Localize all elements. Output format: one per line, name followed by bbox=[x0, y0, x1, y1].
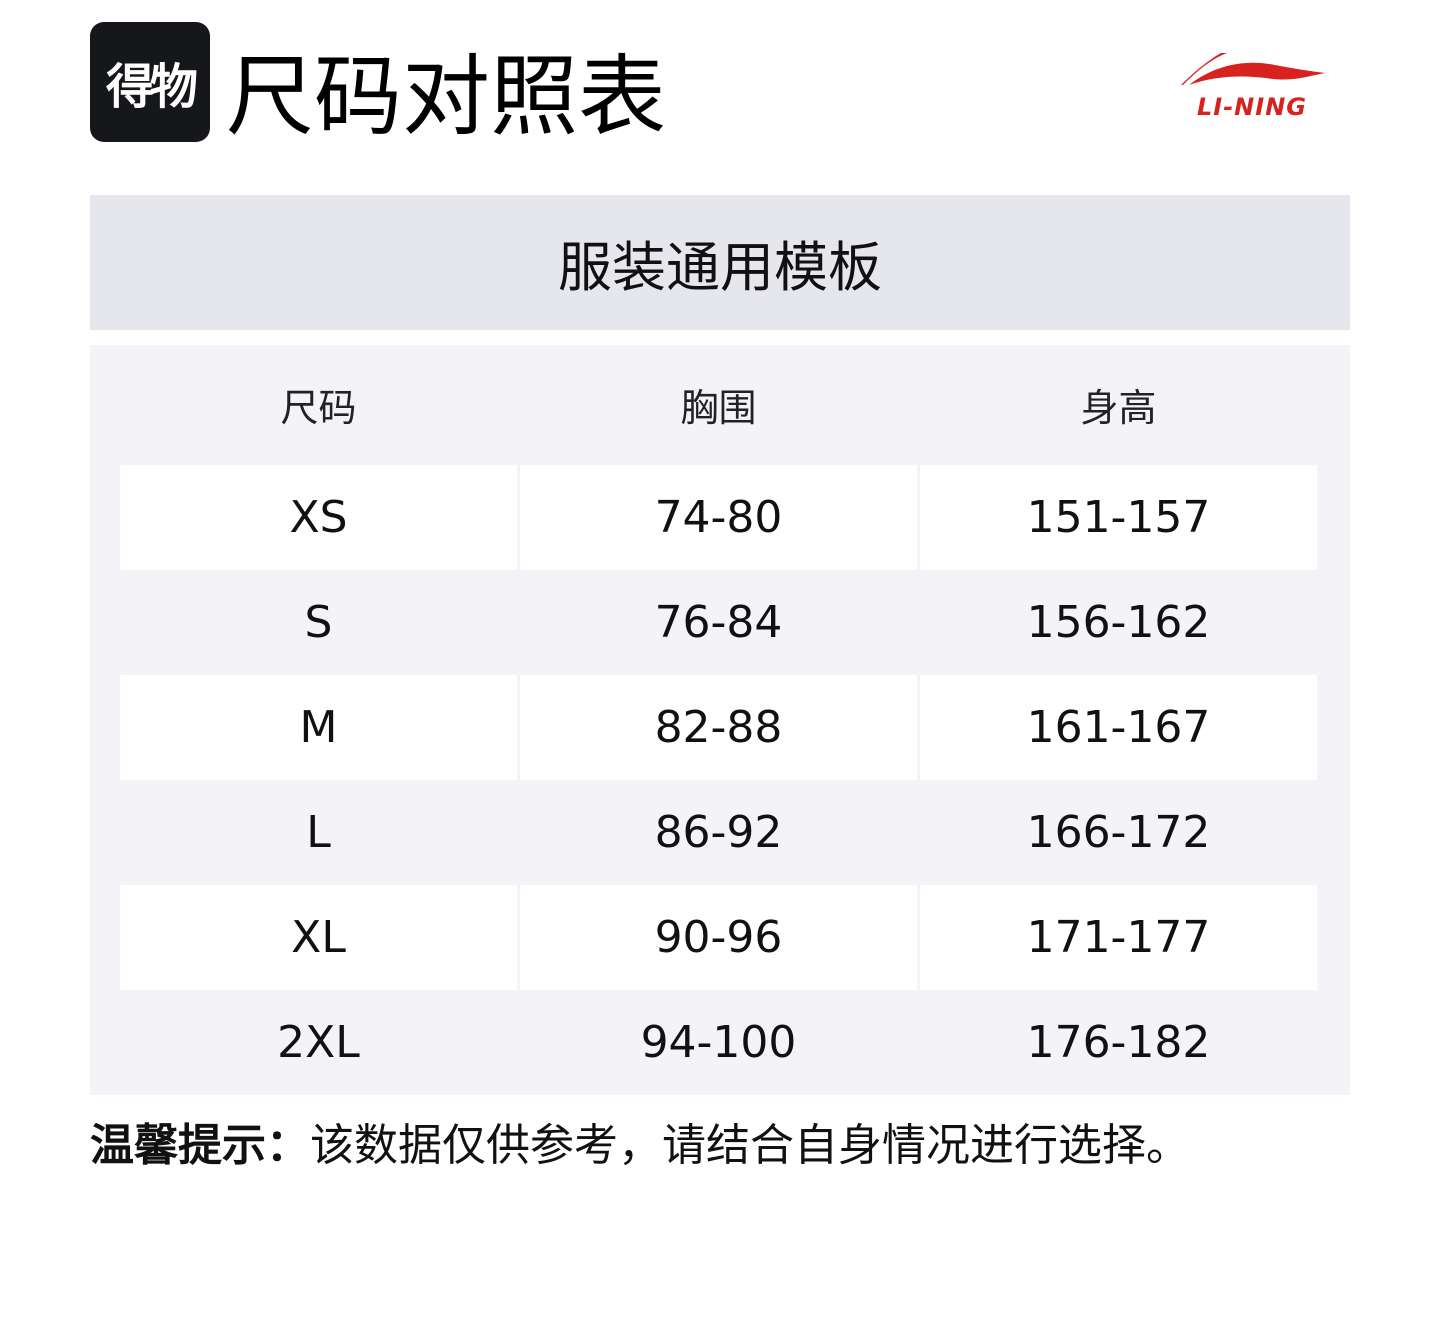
dewu-app-badge: 得物 bbox=[90, 22, 210, 142]
template-title: 服装通用模板 bbox=[558, 236, 882, 299]
chest-cell: 86-92 bbox=[654, 807, 783, 858]
chest-cell: 82-88 bbox=[520, 675, 917, 780]
li-ning-logo: LI-NING bbox=[1181, 53, 1325, 121]
chest-cell: 76-84 bbox=[654, 597, 783, 648]
tip-text: 该数据仅供参考，请结合自身情况进行选择。 bbox=[310, 1120, 1190, 1171]
size-cell: 2XL bbox=[277, 1017, 360, 1068]
height-cell: 171-177 bbox=[920, 885, 1317, 990]
dewu-badge-text: 得物 bbox=[105, 59, 198, 115]
chest-cell: 94-100 bbox=[640, 1017, 797, 1068]
size-cell: S bbox=[304, 597, 333, 648]
tip-note: 温馨提示：该数据仅供参考，请结合自身情况进行选择。 bbox=[90, 1118, 1190, 1174]
table-header-row: 尺码 胸围 身高 bbox=[90, 345, 1350, 465]
template-banner: 服装通用模板 bbox=[90, 195, 1350, 330]
table-row: S 76-84 156-162 bbox=[120, 570, 1317, 675]
height-cell: 161-167 bbox=[920, 675, 1317, 780]
header-size: 尺码 bbox=[280, 385, 357, 430]
table-row: XL 90-96 171-177 bbox=[120, 885, 1317, 990]
size-cell: XS bbox=[120, 465, 517, 570]
page-title: 尺码对照表 bbox=[226, 45, 667, 148]
size-cell: L bbox=[306, 807, 331, 858]
table-row: 2XL 94-100 176-182 bbox=[120, 990, 1317, 1095]
header-chest: 胸围 bbox=[680, 385, 757, 430]
size-cell: XL bbox=[120, 885, 517, 990]
chest-cell: 74-80 bbox=[520, 465, 917, 570]
table-row: XS 74-80 151-157 bbox=[120, 465, 1317, 570]
tip-label: 温馨提示： bbox=[90, 1120, 310, 1171]
height-cell: 156-162 bbox=[1026, 597, 1211, 648]
size-cell: M bbox=[120, 675, 517, 780]
table-row: M 82-88 161-167 bbox=[120, 675, 1317, 780]
height-cell: 166-172 bbox=[1026, 807, 1211, 858]
height-cell: 176-182 bbox=[1026, 1017, 1211, 1068]
svg-text:LI-NING: LI-NING bbox=[1197, 93, 1307, 121]
table-row: L 86-92 166-172 bbox=[120, 780, 1317, 885]
height-cell: 151-157 bbox=[920, 465, 1317, 570]
chest-cell: 90-96 bbox=[520, 885, 917, 990]
size-table: 尺码 胸围 身高 XS 74-80 151-157 S 76-84 156-16… bbox=[90, 345, 1350, 1095]
header-height: 身高 bbox=[1080, 385, 1157, 430]
